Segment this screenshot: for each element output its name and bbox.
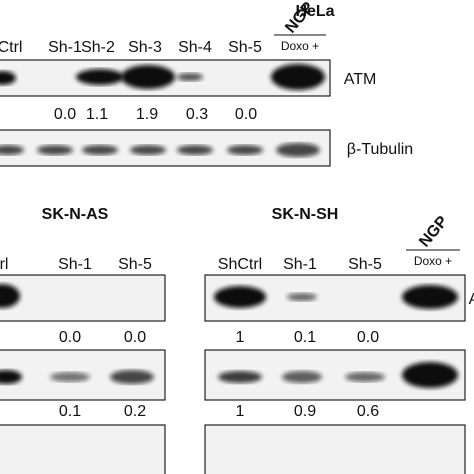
panel-title: SK-N-SH (272, 206, 339, 223)
blot (0, 424, 166, 474)
lane-label: Sh-1 (283, 256, 317, 273)
row-label: A (469, 291, 474, 308)
lane-label: Sh-4 (178, 39, 212, 56)
lane-label: Ctrl (0, 39, 22, 56)
band (0, 284, 20, 308)
quant: 1.9 (136, 106, 158, 123)
row-label: β-Tubulin (347, 141, 413, 158)
blot (0, 274, 166, 322)
lane-label: rl (0, 256, 8, 273)
quant: 0.9 (294, 403, 316, 420)
ngp-label: NGP (416, 213, 452, 251)
bands (214, 285, 458, 309)
quant: 0.0 (235, 106, 257, 123)
blot (0, 129, 331, 167)
row-label: ATM (344, 71, 377, 88)
blot (204, 424, 466, 474)
quant: 0.2 (124, 403, 146, 420)
quant: 0.0 (54, 106, 76, 123)
bands (0, 64, 325, 90)
quant: 0.0 (357, 329, 379, 346)
quant: 0.1 (294, 329, 316, 346)
lane-label: Sh-1 (58, 256, 92, 273)
panel-title: SK-N-AS (42, 206, 109, 223)
bands (0, 143, 320, 157)
bands (0, 370, 154, 384)
lane-label: Sh-5 (228, 39, 262, 56)
doxo-label: Doxo + (414, 254, 452, 268)
doxo-label: Doxo + (281, 39, 319, 53)
quant: 0.0 (124, 329, 146, 346)
lane-label: Sh-5 (118, 256, 152, 273)
quant: 0.1 (59, 403, 81, 420)
quant: 1.1 (86, 106, 108, 123)
quant: 1 (236, 329, 245, 346)
lane-label: Sh-5 (348, 256, 382, 273)
lane-label: Sh-3 (128, 39, 162, 56)
quant: 0.3 (186, 106, 208, 123)
bands (218, 362, 458, 388)
quant: 0.0 (59, 329, 81, 346)
lane-label: Sh-2 (81, 39, 115, 56)
lane-label: ShCtrl (218, 256, 262, 273)
panel-title: HeLa (295, 3, 334, 20)
lane-label: Sh-1 (48, 39, 82, 56)
quant: 1 (236, 403, 245, 420)
quant: 0.6 (357, 403, 379, 420)
